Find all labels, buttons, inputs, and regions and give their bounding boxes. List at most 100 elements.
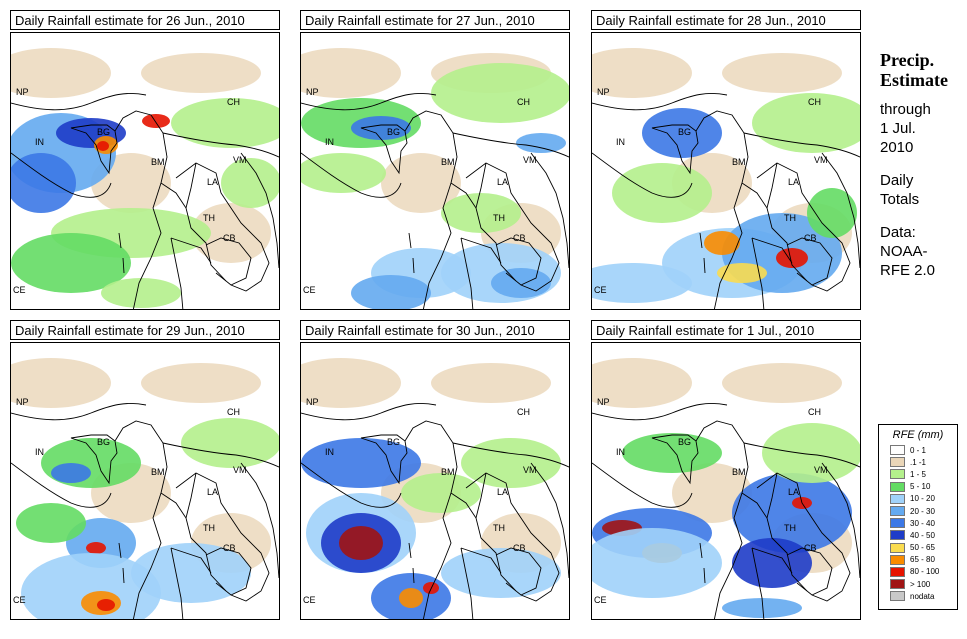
legend-label: 40 - 50: [910, 530, 935, 540]
rainfall-map: NP CH IN BG BM VM LA TH CB CE: [591, 342, 861, 620]
country-border: [160, 182, 212, 264]
country-label-la: LA: [207, 177, 218, 187]
rainfall-area: [339, 526, 383, 560]
legend-label: .1 -1: [910, 457, 927, 467]
map-canvas: NP CH IN BG BM VM LA TH CB CE: [592, 33, 860, 309]
rainfall-area: [612, 163, 712, 223]
country-label-np: NP: [16, 397, 29, 407]
country-label-in: IN: [35, 137, 44, 147]
sidebar-data-label: Data:: [880, 224, 916, 241]
country-label-ce: CE: [594, 595, 607, 605]
map-canvas: NP CH IN BG BM VM LA TH CB CE: [301, 33, 569, 309]
country-label-cb: CB: [223, 233, 236, 243]
country-border: [185, 162, 227, 282]
legend-label: > 100: [910, 579, 931, 589]
country-label-bg: BG: [678, 127, 691, 137]
legend-swatch: [890, 481, 905, 492]
legend-row: 65 - 80: [890, 554, 957, 566]
country-label-in: IN: [325, 137, 334, 147]
country-label-np: NP: [597, 87, 610, 97]
country-label-bm: BM: [151, 157, 165, 167]
country-label-ce: CE: [303, 285, 316, 295]
rainfall-area: [399, 588, 423, 608]
rainfall-area: [776, 248, 808, 268]
legend-label: nodata: [910, 591, 935, 601]
legend-swatch: [890, 469, 905, 480]
country-label-ce: CE: [594, 285, 607, 295]
country-border: [651, 124, 699, 175]
map-panel-30-jun: Daily Rainfall estimate for 30 Jun., 201…: [300, 320, 570, 620]
country-border: [751, 547, 765, 619]
country-label-in: IN: [616, 447, 625, 457]
country-border: [301, 152, 402, 198]
legend-row: 50 - 65: [890, 542, 957, 554]
sidebar-through: through: [880, 101, 931, 118]
rainfall-map: NP CH IN BG BM VM LA TH CB CE: [300, 342, 570, 620]
rainfall-area: [732, 538, 812, 588]
rainfall-legend: RFE (mm) 0 - 1 .1 -1 1 - 5 5 - 10 10 - 20 20 …: [878, 424, 958, 610]
country-label-th: TH: [493, 213, 505, 223]
rainfall-area: [11, 233, 131, 293]
legend-label: 20 - 30: [910, 506, 935, 516]
country-border: [170, 237, 184, 309]
rainfall-area: [592, 528, 722, 598]
map-panel-29-jun: Daily Rainfall estimate for 29 Jun., 201…: [10, 320, 280, 620]
rainfall-area: [722, 363, 842, 403]
country-label-cb: CB: [804, 233, 817, 243]
rainfall-area: [351, 116, 411, 140]
map-panel-28-jun: Daily Rainfall estimate for 28 Jun., 201…: [591, 10, 861, 310]
country-border: [475, 162, 517, 282]
legend-rows: 0 - 1 .1 -1 1 - 5 5 - 10 10 - 20 20 - 30 30 - …: [879, 444, 957, 602]
rainfall-area: [301, 358, 401, 408]
rainfall-area: [592, 263, 692, 303]
legend-label: 10 - 20: [910, 494, 935, 504]
rainfall-area: [131, 543, 251, 603]
legend-row: 20 - 30: [890, 505, 957, 517]
sidebar-source-line1: NOAA-: [880, 243, 928, 260]
rainfall-area: [351, 275, 431, 309]
country-border: [240, 462, 279, 579]
rainfall-area: [101, 278, 181, 308]
country-border: [766, 162, 808, 282]
rainfall-area: [441, 193, 521, 233]
country-label-bg: BG: [678, 437, 691, 447]
country-label-vm: VM: [233, 155, 247, 165]
country-label-np: NP: [597, 397, 610, 407]
legend-label: 30 - 40: [910, 518, 935, 528]
legend-swatch: [890, 542, 905, 553]
sidebar-title-line2: Estimate: [880, 70, 948, 90]
panel-title: Daily Rainfall estimate for 30 Jun., 201…: [300, 320, 570, 340]
country-label-ch: CH: [517, 407, 530, 417]
rainfall-area: [221, 158, 279, 208]
country-label-th: TH: [784, 523, 796, 533]
country-border: [114, 110, 168, 309]
legend-row: 10 - 20: [890, 493, 957, 505]
country-border: [699, 542, 706, 584]
country-label-la: LA: [788, 177, 799, 187]
sidebar-totals: Totals: [880, 191, 920, 208]
map-canvas: NP CH IN BG BM VM LA TH CB CE: [592, 343, 860, 619]
country-label-la: LA: [497, 177, 508, 187]
map-canvas: NP CH IN BG BM VM LA TH CB CE: [11, 343, 279, 619]
country-border: [404, 420, 458, 619]
country-border: [786, 547, 833, 596]
country-border: [118, 542, 125, 584]
rainfall-area: [86, 542, 106, 554]
country-label-in: IN: [325, 447, 334, 457]
legend-row: 30 - 40: [890, 517, 957, 529]
legend-swatch: [890, 493, 905, 504]
country-border: [699, 232, 706, 274]
rainfall-area: [672, 463, 752, 523]
legend-swatch: [890, 579, 905, 590]
country-border: [162, 132, 279, 158]
legend-title: RFE (mm): [892, 429, 944, 441]
legend-row: 80 - 100: [890, 566, 957, 578]
panel-title: Daily Rainfall estimate for 27 Jun., 201…: [300, 10, 570, 30]
country-label-vm: VM: [814, 155, 828, 165]
legend-label: 0 - 1: [910, 445, 927, 455]
sidebar-source-line2: RFE 2.0: [880, 262, 936, 279]
rainfall-area: [381, 153, 461, 213]
legend-swatch: [890, 591, 905, 602]
country-border: [592, 462, 693, 508]
rainfall-map: NP CH IN BG BM VM LA TH CB CE: [10, 342, 280, 620]
